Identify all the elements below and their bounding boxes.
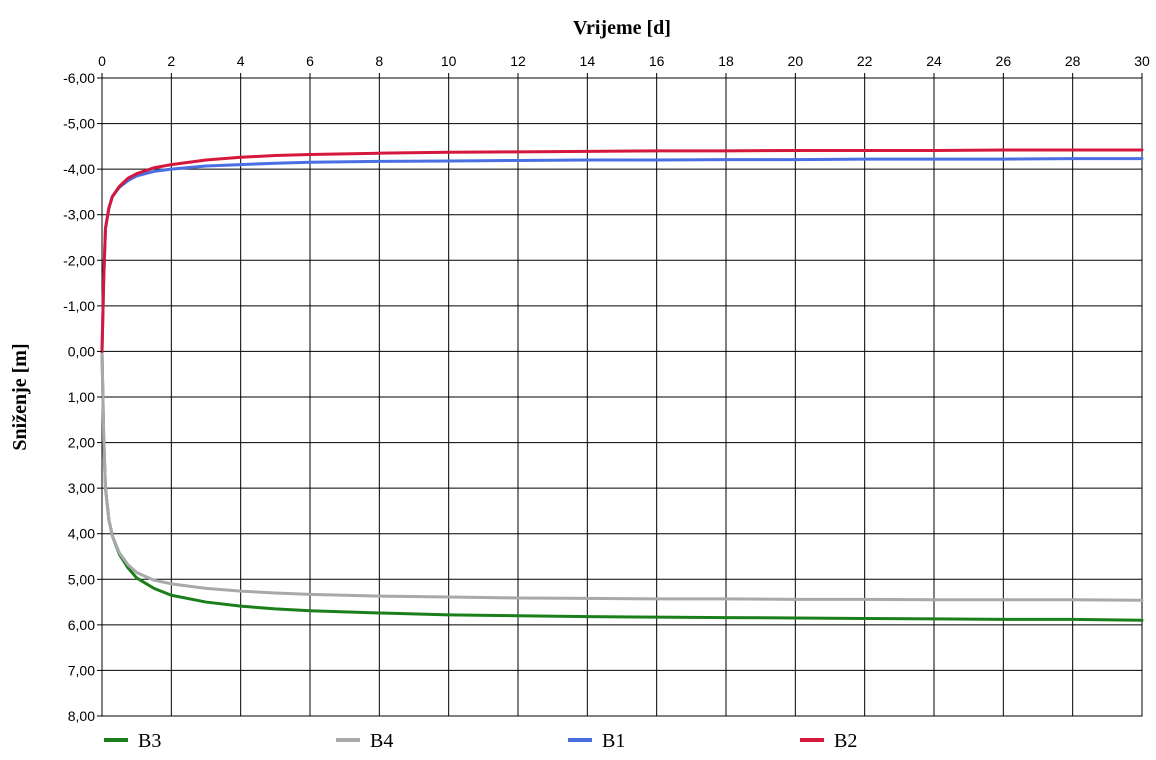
y-tick-label: -6,00 <box>63 70 95 86</box>
y-tick-label: -4,00 <box>63 161 95 177</box>
legend: B3 B4 B1 B2 <box>104 730 857 752</box>
y-tick-label: 6,00 <box>68 617 95 633</box>
series-line-b4 <box>100 349 1144 602</box>
y-tick-label: 8,00 <box>68 708 95 724</box>
y-tick-label: 4,00 <box>68 526 95 542</box>
y-tick-label: 3,00 <box>68 480 95 496</box>
x-axis-title: Vrijeme [d] <box>573 17 671 39</box>
y-tick-label: 0,00 <box>68 343 95 359</box>
x-tick-label: 26 <box>996 53 1012 69</box>
x-tick-label: 4 <box>237 53 245 69</box>
x-tick-label: 12 <box>510 53 526 69</box>
y-tick-label: -5,00 <box>63 116 95 132</box>
legend-label: B4 <box>370 730 393 752</box>
y-tick-label: 2,00 <box>68 435 95 451</box>
y-tick-label: -1,00 <box>63 298 95 314</box>
x-tick-label: 0 <box>98 53 106 69</box>
y-tick-label: -2,00 <box>63 252 95 268</box>
legend-label: B2 <box>834 730 857 752</box>
x-tick-label: 2 <box>167 53 175 69</box>
legend-item-b1: B1 <box>568 730 625 752</box>
legend-item-b3: B3 <box>104 730 161 752</box>
y-tick-label: -3,00 <box>63 207 95 223</box>
axis-ticks: 0 2 4 6 8 10 12 14 16 18 20 22 24 26 28 30-6,00-5,00-4,… <box>63 53 1150 724</box>
x-tick-label: 18 <box>718 53 734 69</box>
y-axis-title: Sniženje [m] <box>9 343 31 450</box>
legend-item-b4: B4 <box>336 730 393 752</box>
series-line-b2 <box>100 148 1144 353</box>
legend-label: B1 <box>602 730 625 752</box>
legend-item-b2: B2 <box>800 730 857 752</box>
x-tick-label: 6 <box>306 53 314 69</box>
series-lines <box>100 148 1144 622</box>
legend-label: B3 <box>138 730 161 752</box>
y-tick-label: 5,00 <box>68 571 95 587</box>
y-tick-label: 1,00 <box>68 389 95 405</box>
x-tick-label: 20 <box>788 53 804 69</box>
x-tick-label: 8 <box>375 53 383 69</box>
y-tick-label: 7,00 <box>68 662 95 678</box>
x-tick-label: 14 <box>580 53 596 69</box>
x-tick-label: 24 <box>926 53 942 69</box>
x-tick-label: 16 <box>649 53 665 69</box>
x-tick-label: 10 <box>441 53 457 69</box>
x-tick-label: 30 <box>1134 53 1150 69</box>
x-tick-label: 28 <box>1065 53 1081 69</box>
x-tick-label: 22 <box>857 53 873 69</box>
